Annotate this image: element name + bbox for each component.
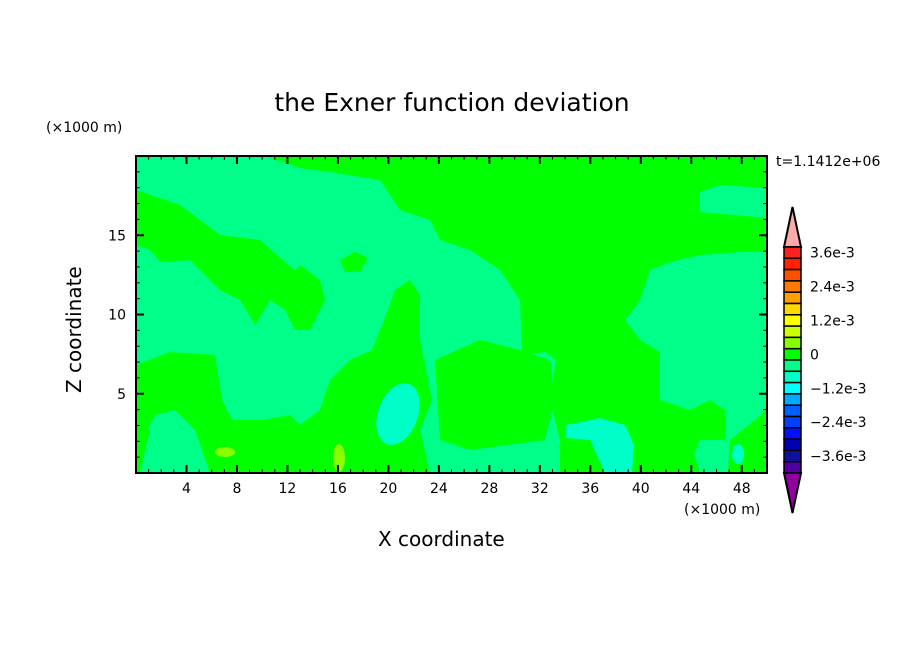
y-tick-label: 10 [108, 308, 126, 324]
x-axis-label: X coordinate [378, 527, 505, 551]
colorbar-swatch [783, 460, 802, 474]
colorbar-label: −2.4e-3 [810, 415, 867, 431]
colorbar-label: 3.6e-3 [810, 246, 855, 262]
colorbar-swatch [783, 325, 802, 339]
colorbar-swatch [783, 427, 802, 440]
contour-region-positive [670, 440, 700, 473]
colorbar-label: 0 [810, 347, 819, 363]
contour-region-positive [136, 420, 150, 473]
colorbar-under-triangle [782, 472, 803, 514]
colorbar-swatch [783, 336, 802, 350]
colorbar-swatch [783, 280, 802, 293]
y-tick-label: 5 [117, 387, 126, 403]
y-unit-label: (×1000 m) [46, 120, 123, 136]
contour-region-negative [566, 418, 634, 473]
contour-region-positive [340, 252, 368, 272]
colorbar: 3.6e-3 2.4e-3 1.2e-3 0 −1.2e-3 −2.4e-3 −3.6e-3 [782, 206, 867, 514]
x-tick-label: 40 [632, 481, 650, 497]
colorbar-label: 2.4e-3 [810, 280, 855, 296]
x-tick-label: 12 [279, 481, 297, 497]
x-tick-label: 4 [182, 481, 191, 497]
colorbar-label: −3.6e-3 [810, 449, 867, 465]
colorbar-label: −1.2e-3 [810, 381, 867, 397]
contour-region-negative [376, 383, 420, 445]
colorbar-swatch [783, 347, 802, 361]
x-tick-label: 28 [480, 481, 498, 497]
colorbar-swatch [783, 449, 802, 463]
colorbar-swatch [783, 302, 802, 316]
colorbar-swatch [783, 268, 802, 282]
contour-region-positive [136, 190, 320, 325]
colorbar-swatch [783, 370, 802, 384]
colorbar-swatch [783, 291, 802, 305]
contour-region-positive [136, 280, 432, 473]
x-tick-label: 8 [232, 481, 241, 497]
colorbar-swatch [783, 359, 802, 373]
colorbar-swatch [783, 393, 802, 406]
colorbar-swatch [783, 257, 802, 271]
contour-region-positive-medium [215, 447, 235, 457]
y-tick-label: 15 [108, 228, 126, 244]
colorbar-swatch [783, 438, 802, 452]
colorbar-swatch [783, 246, 802, 260]
chart-title: the Exner function deviation [274, 88, 630, 117]
colorbar-swatch [783, 404, 802, 418]
contour-region-positive [265, 156, 767, 473]
colorbar-swatch [783, 314, 802, 327]
colorbar-swatch [783, 415, 802, 429]
contour-region-negative [732, 444, 744, 464]
contour-region-positive [435, 340, 555, 450]
time-label: t=1.1412e+06 [776, 154, 881, 170]
colorbar-swatch [783, 381, 802, 395]
x-tick-label: 44 [682, 481, 700, 497]
x-unit-label: (×1000 m) [684, 502, 761, 518]
x-tick-label: 20 [379, 481, 397, 497]
contour-region-positive-medium [333, 444, 345, 472]
x-tick-label: 36 [581, 481, 599, 497]
contour-region-positive [280, 265, 325, 330]
x-tick-label: 16 [329, 481, 347, 497]
contour-field [136, 156, 767, 473]
colorbar-label: 1.2e-3 [810, 313, 855, 329]
x-tick-label: 32 [531, 481, 549, 497]
x-tick-label: 48 [733, 481, 751, 497]
x-tick-label: 24 [430, 481, 448, 497]
colorbar-over-triangle [782, 206, 803, 248]
